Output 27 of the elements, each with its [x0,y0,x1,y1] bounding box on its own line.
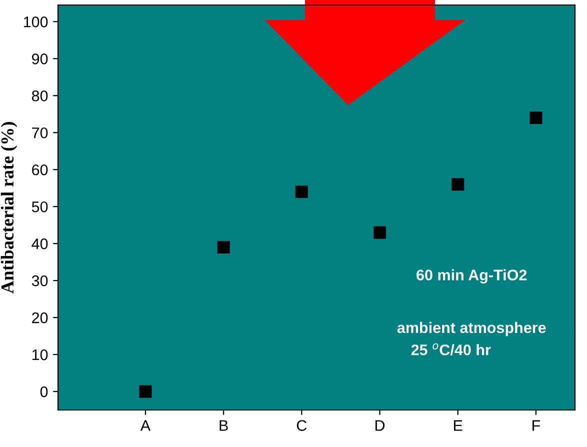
y-tick-label: 50 [32,201,48,212]
y-tick-label: 10 [32,349,48,360]
annotation: ambient atmosphere [397,322,546,336]
point [452,178,464,191]
y-tick-label: 40 [32,238,48,250]
x-tick-label: D [375,420,385,431]
x-tick-label: F [532,420,540,431]
point [295,186,308,198]
x-tick-label: C [296,420,307,431]
y-axis-title: Antibacterial rate (%) [0,122,18,294]
y-tick-label: 90 [32,54,48,64]
y-tick-label: 70 [32,127,48,138]
y-tick-label: 80 [32,90,48,102]
point [217,241,230,254]
point [530,112,542,124]
annotation: 60 min Ag-TiO2 [416,269,527,284]
y-tick-label: 20 [32,312,48,324]
x-tick-label: E [454,420,462,431]
annotation: 25 $^{o}$C/40 hr [411,343,491,356]
y-tick-label: 0 [40,386,48,398]
y-tick-label: 60 [32,164,48,176]
y-tick-label: 30 [32,275,48,286]
y-tick-label: 100 [24,16,48,28]
point [374,226,386,239]
x-tick-label: B [220,420,228,431]
x-tick-label: A [140,420,151,431]
point [139,385,152,398]
